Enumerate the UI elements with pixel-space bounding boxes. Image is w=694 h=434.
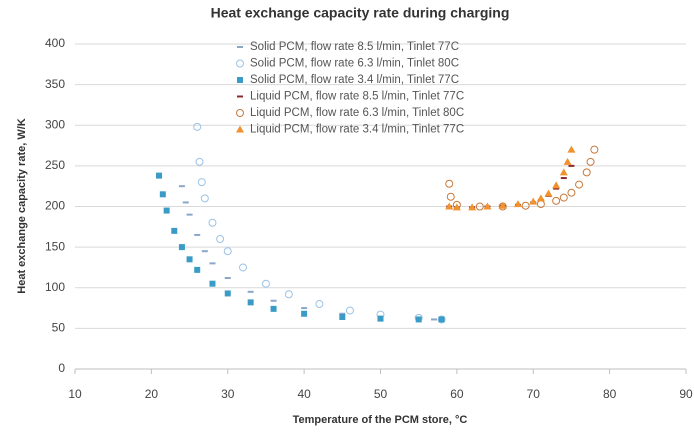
- point: [208, 218, 217, 227]
- point: [239, 263, 248, 272]
- point: [186, 256, 193, 263]
- point: [590, 145, 599, 154]
- point: [159, 191, 166, 198]
- point: [437, 315, 446, 324]
- point: [498, 201, 507, 209]
- legend-label: Liquid PCM, flow rate 6.3 l/min, Tinlet …: [250, 107, 464, 119]
- x-axis-title: Temperature of the PCM store, °C: [293, 414, 468, 426]
- point: [559, 193, 568, 202]
- y-tick-label: 250: [45, 158, 65, 172]
- legend-marker: [237, 77, 243, 83]
- x-tick-label: 50: [374, 387, 388, 401]
- point: [438, 316, 445, 323]
- point: [536, 194, 545, 202]
- x-tick-label: 10: [68, 387, 82, 401]
- point: [475, 202, 484, 211]
- y-tick-label: 350: [45, 77, 65, 91]
- chart-title: Heat exchange capacity rate during charg…: [211, 5, 510, 21]
- point: [582, 168, 591, 177]
- point: [284, 290, 293, 299]
- point: [552, 196, 561, 205]
- x-tick-label: 70: [527, 387, 541, 401]
- point: [559, 168, 568, 176]
- legend-label: Solid PCM, flow rate 8.5 l/min, Tinlet 7…: [250, 41, 459, 53]
- point: [345, 306, 354, 315]
- point: [521, 201, 530, 210]
- y-axis-title: Heat exchange capacity rate, W/K: [16, 118, 28, 294]
- x-tick-label: 80: [603, 387, 617, 401]
- x-tick-label: 40: [297, 387, 311, 401]
- point: [445, 179, 454, 188]
- point: [529, 197, 538, 205]
- legend-label: Solid PCM, flow rate 3.4 l/min, Tinlet 7…: [250, 74, 459, 86]
- x-tick-label: 30: [221, 387, 235, 401]
- x-tick-label: 60: [450, 387, 464, 401]
- point: [178, 244, 185, 251]
- point: [195, 157, 204, 166]
- point: [552, 181, 561, 189]
- point: [270, 305, 277, 312]
- point: [163, 207, 170, 214]
- point: [446, 192, 455, 201]
- legend-marker: [236, 125, 244, 133]
- legend-label: Liquid PCM, flow rate 8.5 l/min, Tinlet …: [250, 91, 464, 103]
- point: [209, 280, 216, 287]
- point: [315, 300, 324, 308]
- y-tick-label: 100: [45, 280, 65, 294]
- point: [468, 203, 477, 211]
- x-tick-label: 20: [145, 387, 159, 401]
- y-tick-label: 50: [52, 321, 66, 335]
- legend-marker: [236, 59, 244, 68]
- y-tick-label: 150: [45, 239, 65, 253]
- point: [513, 200, 522, 208]
- point: [224, 290, 231, 297]
- y-tick-label: 400: [45, 36, 65, 50]
- point: [586, 157, 595, 166]
- point: [567, 145, 576, 153]
- point: [339, 314, 346, 320]
- point: [575, 180, 584, 189]
- x-tick-label: 90: [679, 387, 693, 401]
- point: [247, 299, 254, 306]
- point: [563, 157, 572, 165]
- legend-label: Solid PCM, flow rate 6.3 l/min, Tinlet 8…: [250, 58, 459, 70]
- point: [483, 202, 492, 210]
- point: [301, 310, 308, 317]
- point: [193, 122, 202, 131]
- point: [216, 235, 225, 243]
- point: [452, 203, 461, 211]
- point: [197, 178, 206, 187]
- point: [200, 194, 209, 203]
- point: [261, 279, 270, 288]
- point: [567, 188, 576, 197]
- point: [445, 202, 454, 210]
- y-tick-label: 300: [45, 117, 65, 131]
- point: [171, 227, 178, 234]
- point: [377, 315, 384, 322]
- point: [194, 266, 201, 273]
- y-tick-label: 200: [45, 199, 65, 213]
- point: [156, 172, 163, 179]
- y-tick-label: 0: [58, 361, 65, 375]
- legend-label: Liquid PCM, flow rate 3.4 l/min, Tinlet …: [250, 124, 464, 136]
- point: [544, 189, 553, 197]
- legend-marker: [236, 109, 244, 117]
- point: [415, 316, 422, 323]
- point: [223, 247, 232, 256]
- legend: Solid PCM, flow rate 8.5 l/min, Tinlet 7…: [236, 41, 464, 136]
